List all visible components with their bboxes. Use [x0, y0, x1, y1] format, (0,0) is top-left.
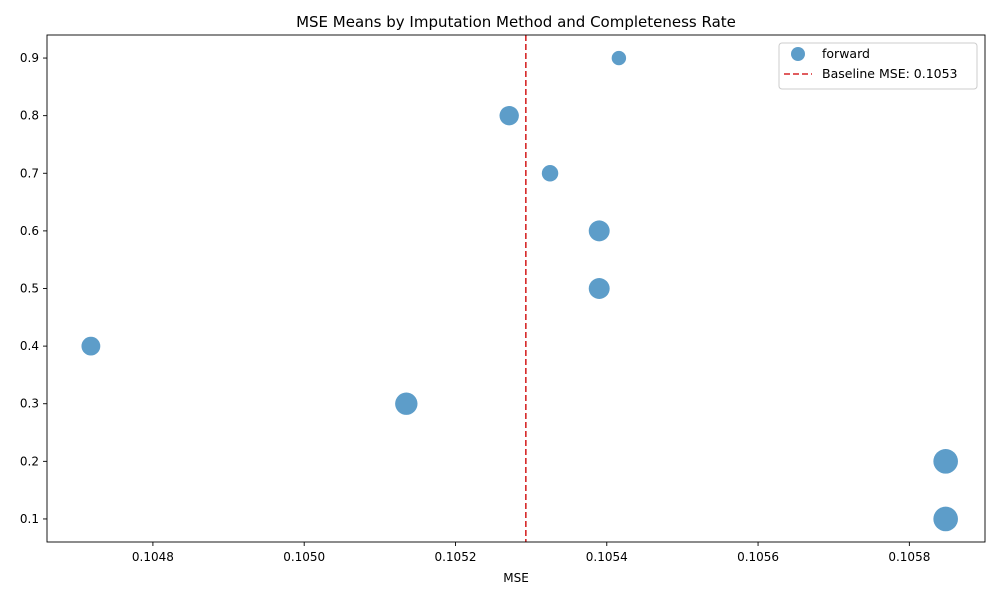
- x-tick-label: 0.1050: [283, 550, 325, 564]
- x-axis-label: MSE: [503, 571, 529, 585]
- plot-area: [46, 34, 986, 543]
- scatter-point: [81, 336, 101, 356]
- y-tick-label: 0.8: [20, 109, 39, 123]
- y-tick-label: 0.2: [20, 454, 39, 468]
- legend-label-baseline: Baseline MSE: 0.1053: [822, 66, 958, 81]
- scatter-point: [395, 392, 418, 415]
- y-tick-label: 0.6: [20, 224, 39, 238]
- legend: forward Baseline MSE: 0.1053: [778, 42, 978, 90]
- scatter-point: [541, 165, 559, 182]
- legend-box: [778, 42, 978, 90]
- x-tick-label: 0.1058: [888, 550, 930, 564]
- x-axis: 0.1048 0.1050 0.1052 0.1054 0.1056 0.1058: [132, 542, 930, 564]
- scatter-point: [588, 278, 610, 299]
- x-tick-label: 0.1052: [434, 550, 476, 564]
- y-tick-label: 0.4: [20, 339, 39, 353]
- x-tick-label: 0.1048: [132, 550, 174, 564]
- scatter-point: [933, 506, 958, 532]
- y-axis: 0.1 0.2 0.3 0.4 0.5 0.6 0.7 0.8 0.9: [20, 51, 47, 526]
- y-tick-label: 0.1: [20, 512, 39, 526]
- x-tick-label: 0.1056: [737, 550, 779, 564]
- y-tick-label: 0.3: [20, 397, 39, 411]
- x-tick-label: 0.1054: [586, 550, 628, 564]
- y-tick-label: 0.9: [20, 51, 39, 65]
- scatter-point: [499, 105, 519, 126]
- chart-title: MSE Means by Imputation Method and Compl…: [296, 13, 736, 31]
- legend-label-forward: forward: [822, 46, 870, 61]
- y-tick-label: 0.5: [20, 282, 39, 296]
- scatter-point: [933, 449, 958, 474]
- legend-marker-forward: [791, 47, 805, 61]
- y-tick-label: 0.7: [20, 166, 39, 180]
- scatter-point: [588, 220, 610, 242]
- scatter-point: [611, 50, 627, 66]
